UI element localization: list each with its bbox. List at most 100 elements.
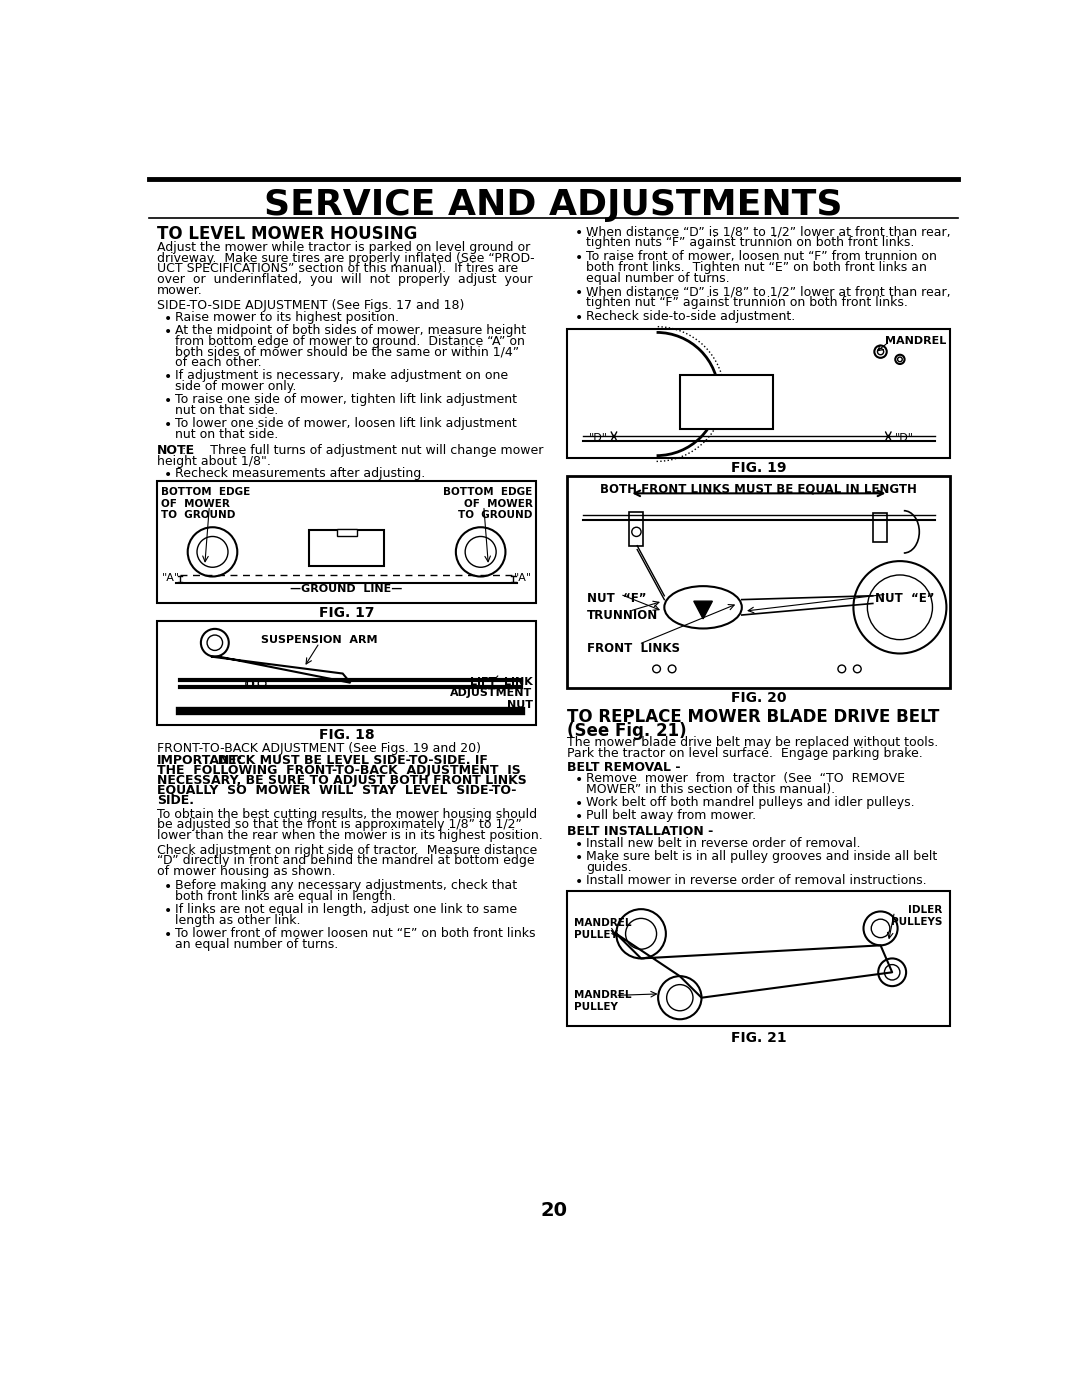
Text: •: •: [575, 286, 583, 300]
Text: Check adjustment on right side of tractor.  Measure distance: Check adjustment on right side of tracto…: [157, 844, 537, 856]
Text: tighten nuts “F” against trunnion on both front links.: tighten nuts “F” against trunnion on bot…: [586, 236, 915, 249]
Text: FIG. 21: FIG. 21: [731, 1031, 786, 1045]
Text: Make sure belt is in all pulley grooves and inside all belt: Make sure belt is in all pulley grooves …: [586, 849, 937, 863]
Text: Recheck side-to-side adjustment.: Recheck side-to-side adjustment.: [586, 310, 795, 323]
Bar: [567, 328, 950, 458]
Text: To raise front of mower, loosen nut “F” from trunnion on: To raise front of mower, loosen nut “F” …: [586, 250, 937, 263]
Text: IMPORTANT:: IMPORTANT:: [157, 753, 243, 767]
Text: BOTH FRONT LINKS MUST BE EQUAL IN LENGTH: BOTH FRONT LINKS MUST BE EQUAL IN LENGTH: [600, 482, 917, 496]
Polygon shape: [693, 601, 713, 619]
Bar: [630, 511, 644, 546]
Ellipse shape: [664, 587, 742, 629]
Text: MANDREL: MANDREL: [886, 337, 946, 346]
Text: FIG. 18: FIG. 18: [319, 728, 375, 742]
Bar: [567, 476, 950, 689]
Text: When distance “D” is 1/8” to 1/2” lower at front than rear,: When distance “D” is 1/8” to 1/2” lower …: [586, 225, 950, 239]
Text: from bottom edge of mower to ground.  Distance “A” on: from bottom edge of mower to ground. Dis…: [175, 335, 525, 348]
Text: BOTTOM  EDGE
OF  MOWER
TO  GROUND: BOTTOM EDGE OF MOWER TO GROUND: [443, 488, 532, 521]
Text: TO REPLACE MOWER BLADE DRIVE BELT: TO REPLACE MOWER BLADE DRIVE BELT: [567, 708, 940, 726]
Text: If adjustment is necessary,  make adjustment on one: If adjustment is necessary, make adjustm…: [175, 369, 509, 383]
Text: •: •: [164, 394, 172, 408]
Text: •: •: [575, 251, 583, 265]
Text: “D” directly in front and behind the mandrel at bottom edge: “D” directly in front and behind the man…: [157, 855, 535, 868]
Bar: [699, 601, 707, 610]
Text: BOTTOM  EDGE
OF  MOWER
TO  GROUND: BOTTOM EDGE OF MOWER TO GROUND: [161, 488, 249, 521]
Circle shape: [652, 665, 661, 673]
Text: •: •: [575, 226, 583, 240]
Text: DECK MUST BE LEVEL SIDE-TO-SIDE. IF: DECK MUST BE LEVEL SIDE-TO-SIDE. IF: [210, 753, 488, 767]
Text: SUSPENSION  ARM: SUSPENSION ARM: [261, 636, 378, 645]
Bar: [567, 891, 950, 1027]
Text: Pull belt away from mower.: Pull belt away from mower.: [586, 809, 756, 821]
Text: over  or  underinflated,  you  will  not  properly  adjust  your: over or underinflated, you will not prop…: [157, 274, 532, 286]
Bar: [679, 374, 773, 429]
Text: Park the tractor on level surface.  Engage parking brake.: Park the tractor on level surface. Engag…: [567, 746, 923, 760]
Text: TRUNNION: TRUNNION: [586, 609, 658, 622]
Text: NUT  “F”: NUT “F”: [586, 592, 646, 605]
Bar: [873, 513, 887, 542]
Text: MANDREL
PULLEY: MANDREL PULLEY: [573, 990, 631, 1011]
Text: •: •: [164, 904, 172, 918]
Text: Remove  mower  from  tractor  (See  “TO  REMOVE: Remove mower from tractor (See “TO REMOV…: [586, 773, 905, 785]
Text: •: •: [575, 851, 583, 865]
Text: FRONT-TO-BACK ADJUSTMENT (See Figs. 19 and 20): FRONT-TO-BACK ADJUSTMENT (See Figs. 19 a…: [157, 742, 481, 754]
Text: Work belt off both mandrel pulleys and idler pulleys.: Work belt off both mandrel pulleys and i…: [586, 796, 915, 809]
Text: When distance “D” is 1/8” to 1/2” lower at front than rear,: When distance “D” is 1/8” to 1/2” lower …: [586, 285, 950, 299]
Text: •: •: [164, 468, 172, 482]
Circle shape: [246, 680, 254, 687]
Text: FRONT  LINKS: FRONT LINKS: [586, 643, 679, 655]
Text: both sides of mower should be the same or within 1/4”: both sides of mower should be the same o…: [175, 345, 519, 359]
Text: NUT  “E”: NUT “E”: [875, 592, 935, 605]
Text: TO LEVEL MOWER HOUSING: TO LEVEL MOWER HOUSING: [157, 225, 417, 243]
Text: nut on that side.: nut on that side.: [175, 427, 279, 441]
Text: SERVICE AND ADJUSTMENTS: SERVICE AND ADJUSTMENTS: [265, 189, 842, 222]
Text: SIDE-TO-SIDE ADJUSTMENT (See Figs. 17 and 18): SIDE-TO-SIDE ADJUSTMENT (See Figs. 17 an…: [157, 299, 464, 313]
Circle shape: [669, 665, 676, 673]
Text: Install new belt in reverse order of removal.: Install new belt in reverse order of rem…: [586, 837, 861, 849]
Text: side of mower only.: side of mower only.: [175, 380, 297, 393]
Bar: [157, 622, 537, 725]
Text: lower than the rear when the mower is in its highest position.: lower than the rear when the mower is in…: [157, 828, 542, 842]
Text: •: •: [164, 418, 172, 432]
Polygon shape: [211, 657, 350, 683]
Text: •: •: [164, 928, 172, 942]
Text: Before making any necessary adjustments, check that: Before making any necessary adjustments,…: [175, 879, 517, 893]
Text: MOWER” in this section of this manual).: MOWER” in this section of this manual).: [586, 782, 835, 796]
Text: FIG. 19: FIG. 19: [731, 461, 786, 475]
Text: •: •: [575, 875, 583, 888]
Text: •: •: [575, 773, 583, 787]
Text: BELT INSTALLATION -: BELT INSTALLATION -: [567, 826, 714, 838]
Text: UCT SPECIFICATIONS” section of this manual).  If tires are: UCT SPECIFICATIONS” section of this manu…: [157, 263, 517, 275]
Text: FIG. 20: FIG. 20: [731, 692, 786, 705]
Text: Raise mower to its highest position.: Raise mower to its highest position.: [175, 312, 400, 324]
Text: To raise one side of mower, tighten lift link adjustment: To raise one side of mower, tighten lift…: [175, 393, 517, 407]
Text: •: •: [164, 880, 172, 894]
Text: length as other link.: length as other link.: [175, 914, 301, 926]
Text: :      Three full turns of adjustment nut will change mower: : Three full turns of adjustment nut wil…: [183, 444, 543, 457]
Circle shape: [838, 665, 846, 673]
Text: Install mower in reverse order of removal instructions.: Install mower in reverse order of remova…: [586, 873, 927, 887]
Text: NECESSARY, BE SURE TO ADJUST BOTH FRONT LINKS: NECESSARY, BE SURE TO ADJUST BOTH FRONT …: [157, 774, 526, 787]
Text: —GROUND  LINE—: —GROUND LINE—: [291, 584, 403, 594]
Text: IDLER
PULLEYS: IDLER PULLEYS: [891, 905, 943, 926]
Text: Adjust the mower while tractor is parked on level ground or: Adjust the mower while tractor is parked…: [157, 240, 530, 254]
Text: •: •: [164, 312, 172, 326]
Text: EQUALLY  SO  MOWER  WILL  STAY  LEVEL  SIDE-TO-: EQUALLY SO MOWER WILL STAY LEVEL SIDE-TO…: [157, 784, 516, 796]
Text: of mower housing as shown.: of mower housing as shown.: [157, 865, 335, 879]
Bar: [247, 682, 252, 686]
Bar: [337, 529, 356, 536]
Text: NOTE: NOTE: [157, 444, 194, 457]
Bar: [157, 481, 537, 602]
Text: guides.: guides.: [586, 861, 632, 873]
Text: be adjusted so that the front is approximately 1/8” to 1/2”: be adjusted so that the front is approxi…: [157, 819, 522, 831]
Circle shape: [853, 665, 861, 673]
Text: equal number of turns.: equal number of turns.: [586, 271, 730, 285]
Text: Recheck measurements after adjusting.: Recheck measurements after adjusting.: [175, 467, 426, 481]
Text: To obtain the best cutting results, the mower housing should: To obtain the best cutting results, the …: [157, 807, 537, 820]
Text: •: •: [575, 796, 583, 810]
Text: mower.: mower.: [157, 284, 202, 298]
Text: "D": "D": [589, 433, 608, 443]
Text: •: •: [164, 370, 172, 384]
Bar: [309, 531, 383, 566]
Text: •: •: [164, 324, 172, 338]
